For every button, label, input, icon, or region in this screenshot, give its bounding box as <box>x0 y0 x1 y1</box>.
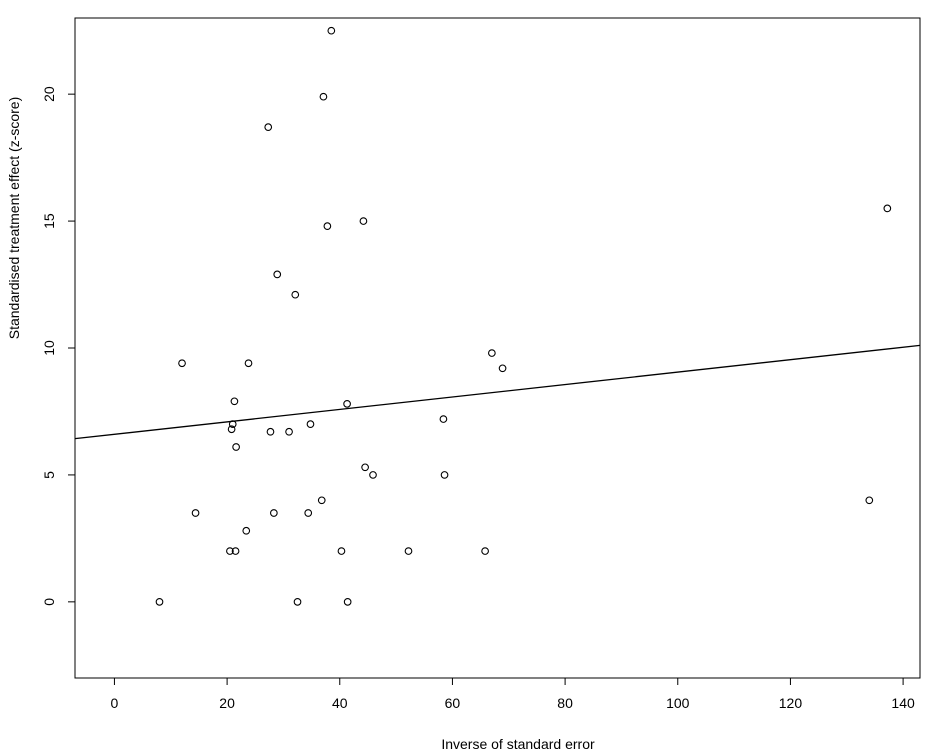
data-point <box>439 415 448 423</box>
data-point <box>227 425 236 434</box>
x-axis: 0 20 40 60 80 100 120 140 <box>111 677 915 711</box>
data-point <box>244 359 253 368</box>
data-point <box>231 547 240 555</box>
y-tick-label: 0 <box>41 598 57 606</box>
data-point <box>481 547 489 555</box>
y-tick-label: 20 <box>41 86 57 102</box>
x-tick-label: 140 <box>891 695 915 711</box>
data-point <box>323 222 332 231</box>
x-tick-label: 20 <box>219 695 235 711</box>
data-point <box>306 420 315 429</box>
data-point <box>488 349 496 357</box>
data-point <box>273 270 282 279</box>
data-point <box>343 597 352 606</box>
regression-line <box>74 344 921 440</box>
x-tick-label: 120 <box>779 695 803 711</box>
data-point <box>359 217 368 225</box>
data-point <box>404 547 413 555</box>
x-axis-title: Inverse of standard error <box>441 736 595 752</box>
data-point <box>293 597 302 606</box>
data-point <box>865 496 874 505</box>
data-point <box>327 26 336 35</box>
data-point <box>883 204 892 213</box>
data-point <box>304 509 313 517</box>
data-point <box>343 399 351 408</box>
data-point <box>440 471 449 479</box>
x-tick-label: 80 <box>557 695 573 711</box>
data-point <box>226 547 234 555</box>
y-tick-label: 15 <box>41 213 57 229</box>
y-tick-label: 5 <box>41 471 57 479</box>
data-point <box>191 509 200 517</box>
data-point <box>317 496 326 505</box>
data-point <box>270 509 278 517</box>
y-axis-title: Standardised treatment effect (z-score) <box>6 97 22 340</box>
data-point <box>369 471 377 479</box>
data-point <box>232 443 240 451</box>
data-point <box>361 463 369 472</box>
data-point <box>266 427 275 436</box>
x-tick-label: 100 <box>666 695 690 711</box>
data-point <box>285 427 293 436</box>
data-point <box>337 547 346 555</box>
data-point <box>242 526 251 535</box>
y-axis: 0 5 10 15 20 <box>41 86 76 606</box>
data-point <box>319 92 328 101</box>
y-tick-label: 10 <box>41 340 57 356</box>
plot-frame <box>74 17 921 679</box>
x-tick-label: 40 <box>332 695 348 711</box>
data-point <box>264 123 273 132</box>
data-point <box>155 597 164 606</box>
data-point <box>178 359 186 368</box>
data-point <box>230 397 239 406</box>
data-point <box>291 290 300 299</box>
x-tick-label: 0 <box>111 695 119 711</box>
data-point <box>498 364 507 373</box>
data-points <box>155 26 892 606</box>
x-tick-label: 60 <box>445 695 461 711</box>
